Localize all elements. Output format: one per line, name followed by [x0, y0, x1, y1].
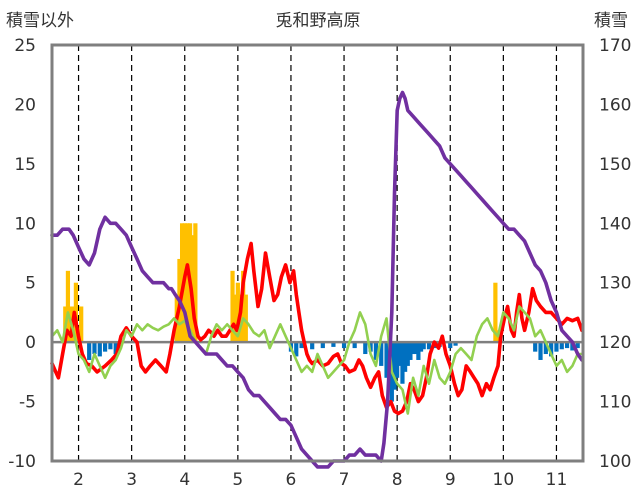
blue-bar [533, 342, 538, 352]
right-y-tick-label: 140 [599, 214, 631, 234]
right-y-tick-label: 150 [599, 155, 631, 175]
blue-bar [299, 342, 304, 349]
x-tick-labels: 2 3 4 5 6 7 8 9 10 11 [73, 470, 567, 490]
blue-bar [559, 342, 564, 350]
blue-bar [564, 342, 570, 349]
blue-bar [400, 342, 405, 384]
blue-bar [421, 342, 426, 350]
left-y-tick-labels: -10 -5 0 5 10 15 20 25 [8, 36, 36, 472]
purple-series-line [50, 90, 584, 469]
blue-bar [395, 342, 400, 378]
blue-bar [543, 342, 548, 355]
left-y-tick-label: 20 [14, 95, 36, 115]
red-series-line [50, 241, 584, 416]
right-y-tick-label: 170 [599, 36, 631, 56]
blue-bar [103, 342, 108, 352]
x-tick-label: 10 [493, 470, 515, 490]
blue-bar [310, 342, 315, 350]
right-y-tick-label: 130 [599, 274, 631, 294]
orange-bar [241, 270, 246, 343]
right-y-tick-label: 160 [599, 95, 631, 115]
x-tick-label: 4 [179, 470, 190, 490]
blue-bar [331, 342, 336, 347]
left-axis-label: 積雪以外 [6, 11, 74, 31]
blue-bar [554, 342, 559, 352]
x-tick-label: 2 [73, 470, 84, 490]
left-y-tick-label: 10 [14, 214, 36, 234]
orange-bar [235, 282, 240, 343]
blue-bar [384, 342, 389, 378]
chart-title: 兎和野高原 [276, 11, 361, 31]
right-y-tick-label: 120 [599, 333, 631, 353]
left-y-tick-label: 5 [25, 274, 36, 294]
blue-bar [448, 342, 453, 349]
plot-frame [50, 43, 585, 463]
x-tick-label: 11 [546, 470, 568, 490]
orange-bar [233, 294, 238, 343]
orange-bar [79, 306, 84, 343]
series-lines [50, 90, 584, 469]
x-tick-label: 3 [126, 470, 137, 490]
blue-bar [549, 342, 554, 357]
blue-bar [397, 342, 402, 366]
left-y-tick-label: 15 [14, 155, 36, 175]
blue-bar [352, 342, 357, 349]
right-y-tick-label: 100 [599, 452, 631, 472]
left-y-tick-label: -5 [19, 393, 36, 413]
blue-bar [108, 342, 113, 350]
left-y-tick-label: 0 [25, 333, 36, 353]
orange-bar [193, 223, 198, 343]
blue-bar [92, 342, 97, 355]
blue-bar [373, 342, 379, 360]
orange-bar [185, 223, 190, 343]
x-tick-label: 9 [445, 470, 456, 490]
blue-bar [363, 342, 368, 355]
blue-bar [379, 342, 384, 366]
x-tick-label: 6 [286, 470, 297, 490]
blue-bar [405, 342, 410, 366]
blue-bar [403, 342, 408, 372]
right-y-tick-labels: 100 110 120 130 140 150 160 170 [599, 36, 631, 472]
blue-bar [408, 342, 413, 360]
blue-bar [341, 342, 347, 349]
orange-bar [243, 294, 248, 343]
blue-bar [538, 342, 543, 360]
right-y-tick-label: 110 [599, 393, 631, 413]
x-tick-label: 5 [232, 470, 243, 490]
blue-bar [294, 342, 299, 357]
blue-bar [418, 342, 424, 352]
blue-bar [97, 342, 102, 357]
blue-bar [575, 342, 580, 349]
blue-bar [320, 342, 325, 349]
blue-bar [113, 342, 118, 355]
blue-bar [392, 342, 397, 390]
blue-bar [426, 342, 432, 350]
blue-bar [87, 342, 92, 360]
x-tick-label: 7 [339, 470, 350, 490]
blue-bar [410, 342, 416, 355]
blue-bar [413, 342, 418, 355]
green-series-line [50, 305, 584, 415]
blue-bar [416, 342, 421, 360]
orange-bar [493, 282, 498, 343]
left-y-tick-label: -10 [8, 452, 36, 472]
blue-bar [453, 342, 458, 346]
right-axis-label: 積雪 [594, 11, 628, 31]
orange-bar [65, 270, 71, 343]
x-tick-label: 8 [392, 470, 403, 490]
left-y-tick-label: 25 [14, 36, 36, 56]
orange-bar [230, 270, 235, 343]
